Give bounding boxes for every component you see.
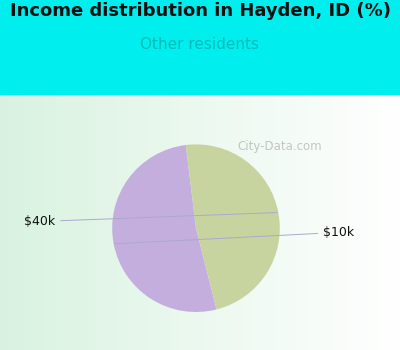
Text: City-Data.com: City-Data.com <box>238 140 322 153</box>
Text: $10k: $10k <box>115 226 354 244</box>
Text: Income distribution in Hayden, ID (%): Income distribution in Hayden, ID (%) <box>10 2 390 20</box>
Text: $40k: $40k <box>24 212 277 228</box>
Text: Other residents: Other residents <box>140 37 260 52</box>
Wedge shape <box>186 145 280 309</box>
Wedge shape <box>112 145 216 312</box>
